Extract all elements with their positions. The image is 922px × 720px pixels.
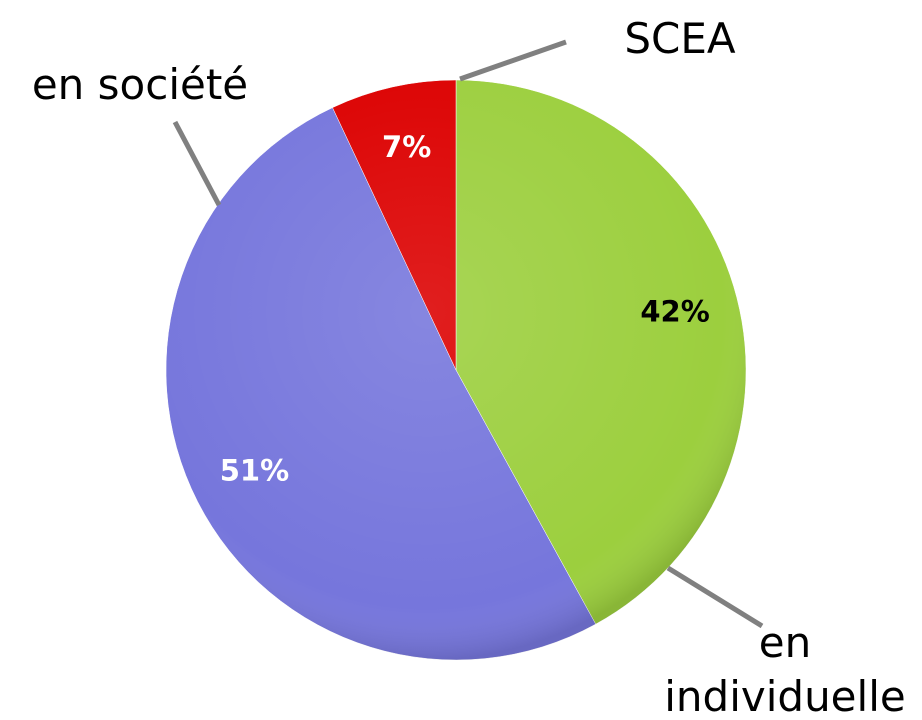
shading xyxy=(166,80,746,660)
leader-line xyxy=(459,39,567,82)
category-label: en société xyxy=(31,60,249,109)
data-label: 7% xyxy=(382,130,431,164)
data-label: 51% xyxy=(220,454,289,488)
category-label: SCEA xyxy=(624,14,736,63)
leader-line xyxy=(666,565,764,629)
data-label: 42% xyxy=(640,295,709,329)
leader-line xyxy=(172,120,222,207)
category-label: en individuelle xyxy=(664,618,906,720)
